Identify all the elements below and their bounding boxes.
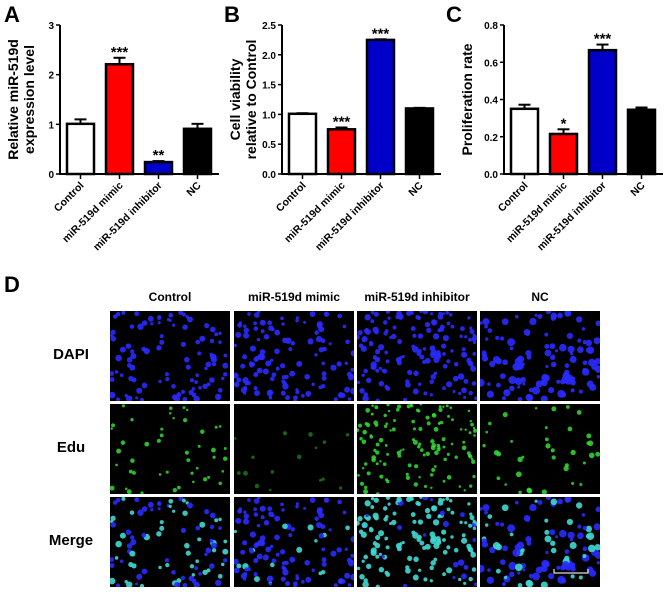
row-label-edu: Edu <box>56 439 86 456</box>
image-tile-blue <box>110 311 230 401</box>
image-tile-blue <box>357 311 477 401</box>
significance-marker: *** <box>111 44 129 61</box>
bar <box>509 107 540 176</box>
bar-chart-relative-expression: 0 1 2 3 Relative miR-519d expression level Con… <box>5 21 219 254</box>
x-tick-label: NC <box>184 179 204 199</box>
image-tile-blue <box>234 311 354 401</box>
y-tick-label: 1.5 <box>262 81 276 92</box>
bar <box>287 112 318 176</box>
y-tick-label: 0.0 <box>484 170 498 181</box>
image-tile-merge <box>110 497 230 587</box>
x-tick-label: miR-519d inhibitor <box>535 180 609 254</box>
image-tile-green <box>110 404 230 494</box>
panel-letter-b: B <box>224 2 240 27</box>
panel-letter-a: A <box>4 2 20 27</box>
panel-letter-c: C <box>446 2 462 27</box>
bar <box>626 108 657 176</box>
bar <box>404 107 435 176</box>
image-tile-blue <box>480 311 600 401</box>
y-axis-label: expression level <box>21 45 37 154</box>
bar <box>365 38 396 176</box>
row-label-merge: Merge <box>48 532 94 549</box>
y-axis-label: Cell viability <box>227 58 243 140</box>
image-tile-merge <box>480 497 600 587</box>
image-tile-green <box>234 404 354 494</box>
column-title-inhibitor: miR-519d inhibitor <box>364 290 470 304</box>
y-tick-label: 2.5 <box>262 21 276 32</box>
significance-marker: *** <box>594 31 612 48</box>
bar <box>65 122 96 176</box>
y-tick-label: 2 <box>48 71 54 82</box>
x-tick-label: miR-519d inhibitor <box>313 180 387 254</box>
image-tile-green <box>357 404 477 494</box>
image-tile-merge <box>357 497 477 587</box>
panel-letter-d: D <box>4 272 20 297</box>
image-tile-green <box>480 404 600 494</box>
y-tick-label: 0.4 <box>484 96 498 107</box>
y-tick-label: 1 <box>48 120 54 131</box>
row-label-dapi: DAPI <box>53 346 89 363</box>
significance-marker: *** <box>372 25 390 42</box>
y-axis-label: Relative miR-519d <box>5 39 21 160</box>
column-title-control: Control <box>148 290 192 304</box>
x-tick-label: Control <box>496 180 531 215</box>
significance-marker: *** <box>333 114 351 131</box>
scale-bar <box>553 569 589 574</box>
image-tile-merge <box>234 497 354 587</box>
bar <box>104 62 135 176</box>
y-tick-label: 0.0 <box>262 170 276 181</box>
bar <box>326 128 357 176</box>
significance-marker: ** <box>153 147 165 164</box>
x-tick-label: Control <box>52 180 87 215</box>
column-title-mimic: miR-519d mimic <box>247 290 341 304</box>
bar <box>587 48 618 176</box>
x-tick-label: miR-519d inhibitor <box>91 180 165 254</box>
y-tick-label: 2.0 <box>262 51 276 62</box>
y-axis-label: Proliferation rate <box>459 43 475 155</box>
y-tick-label: 0.8 <box>484 21 498 32</box>
y-tick-label: 3 <box>48 21 54 32</box>
bar-chart-cell-viability: 0.0 0.5 1.0 1.5 2.0 2.5 Cell viability relative… <box>227 21 441 254</box>
y-tick-label: 0.6 <box>484 58 498 69</box>
x-tick-label: NC <box>406 179 426 199</box>
x-tick-label: Control <box>274 180 309 215</box>
y-tick-label: 0.5 <box>262 140 276 151</box>
bar <box>182 127 213 176</box>
y-axis-label: relative to Control <box>243 40 259 160</box>
bar <box>548 132 579 176</box>
column-title-nc: NC <box>531 290 549 304</box>
y-tick-label: 1.0 <box>262 110 276 121</box>
significance-marker: * <box>561 115 567 132</box>
y-tick-label: 0.2 <box>484 133 498 144</box>
bar-chart-proliferation-rate: 0.0 0.2 0.4 0.6 0.8 Proliferation rate Control… <box>459 21 663 254</box>
x-tick-label: NC <box>628 179 648 199</box>
y-tick-label: 0 <box>48 170 54 181</box>
